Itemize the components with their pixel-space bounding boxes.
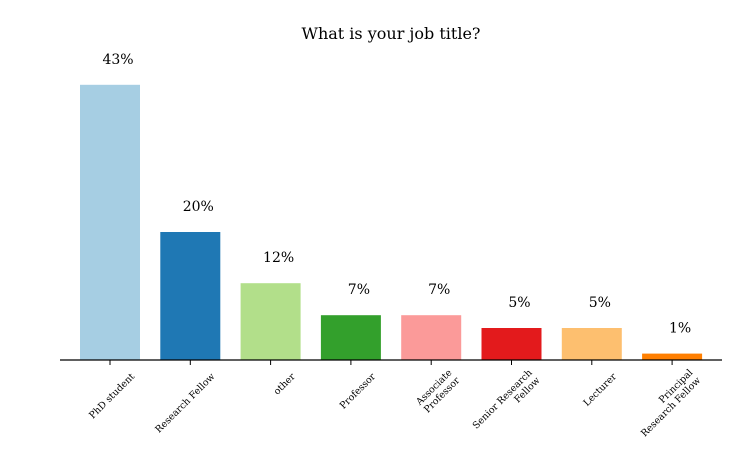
- data-label-senior-research-fellow: 5%: [508, 295, 530, 311]
- bar-phd-student: [80, 84, 140, 361]
- bar-senior-research-fellow: [481, 328, 542, 360]
- bar-other: [240, 283, 301, 360]
- bar-professor: [320, 315, 381, 360]
- x-tick-label-lecturer: Lecturer: [582, 371, 620, 409]
- data-label-phd-student: 43%: [102, 52, 133, 68]
- bar-principal-research-fellow: [642, 353, 703, 360]
- x-tick-label-professor: Professor: [338, 371, 378, 411]
- x-tick-label-principal-research-fellow: PrincipalResearch Fellow: [631, 367, 703, 439]
- x-ticks-group: PhD student Research Fellow other Professor…: [87, 360, 703, 439]
- x-tick-label-senior-research-fellow: Senior ResearchFellow: [471, 367, 543, 439]
- x-tick-label-other: other: [272, 371, 298, 397]
- data-label-lecturer: 5%: [589, 295, 611, 311]
- data-label-research-fellow: 20%: [183, 199, 214, 215]
- data-label-other: 12%: [263, 250, 294, 266]
- chart-title: What is your job title?: [302, 24, 481, 43]
- x-tick-label-research-fellow: Research Fellow: [153, 371, 217, 435]
- data-label-principal-research-fellow: 1%: [669, 321, 691, 337]
- bar-associate-professor: [401, 315, 462, 360]
- data-labels-group: 43% 20% 12% 7% 7% 5% 5% 1%: [102, 52, 691, 337]
- x-tick-label-associate-professor: AssociateProfessor: [414, 367, 463, 416]
- data-label-associate-professor: 7%: [428, 282, 450, 298]
- bar-lecturer: [561, 328, 622, 360]
- x-tick-label-phd-student: PhD student: [87, 371, 137, 421]
- bar-research-fellow: [160, 232, 221, 360]
- bars-group: [80, 84, 703, 361]
- data-label-professor: 7%: [348, 282, 370, 298]
